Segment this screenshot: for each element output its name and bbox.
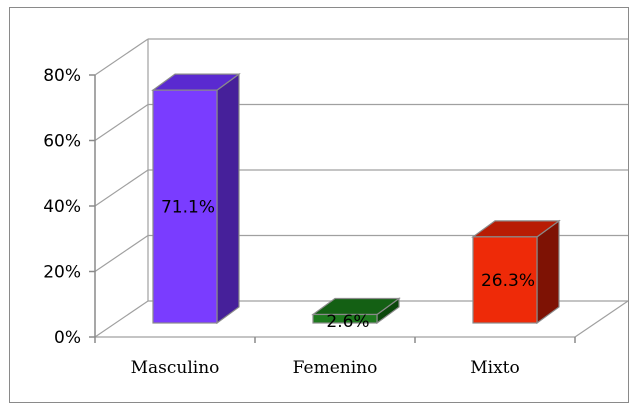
x-tick-label: Femenino (293, 358, 378, 378)
bar-front (472, 236, 538, 324)
x-tick-label: Masculino (131, 358, 220, 378)
data-label: 26.3% (481, 271, 535, 291)
x-tick-label: Mixto (470, 358, 520, 378)
bar-mixto (471, 219, 561, 325)
bar-side (216, 72, 240, 325)
y-tick-label: 20% (43, 263, 81, 283)
wall-gridline (94, 38, 149, 76)
wall-gridline (94, 300, 149, 338)
y-tick-label: 60% (43, 132, 81, 152)
wall-gridline (94, 104, 149, 141)
wall-gridline (94, 235, 149, 272)
data-label: 2.6% (326, 312, 369, 332)
y-tick-label: 80% (43, 66, 81, 86)
wall-gridline (94, 169, 149, 207)
floor-right-edge (574, 300, 629, 338)
bar-femenino (311, 297, 401, 325)
y-tick-label: 40% (43, 197, 81, 217)
data-label: 71.1% (161, 198, 215, 218)
bar-front (152, 89, 218, 324)
bar-masculino (151, 72, 241, 325)
y-tick-label: 0% (54, 328, 81, 348)
bar-front (312, 313, 378, 324)
bar-side (536, 219, 560, 325)
